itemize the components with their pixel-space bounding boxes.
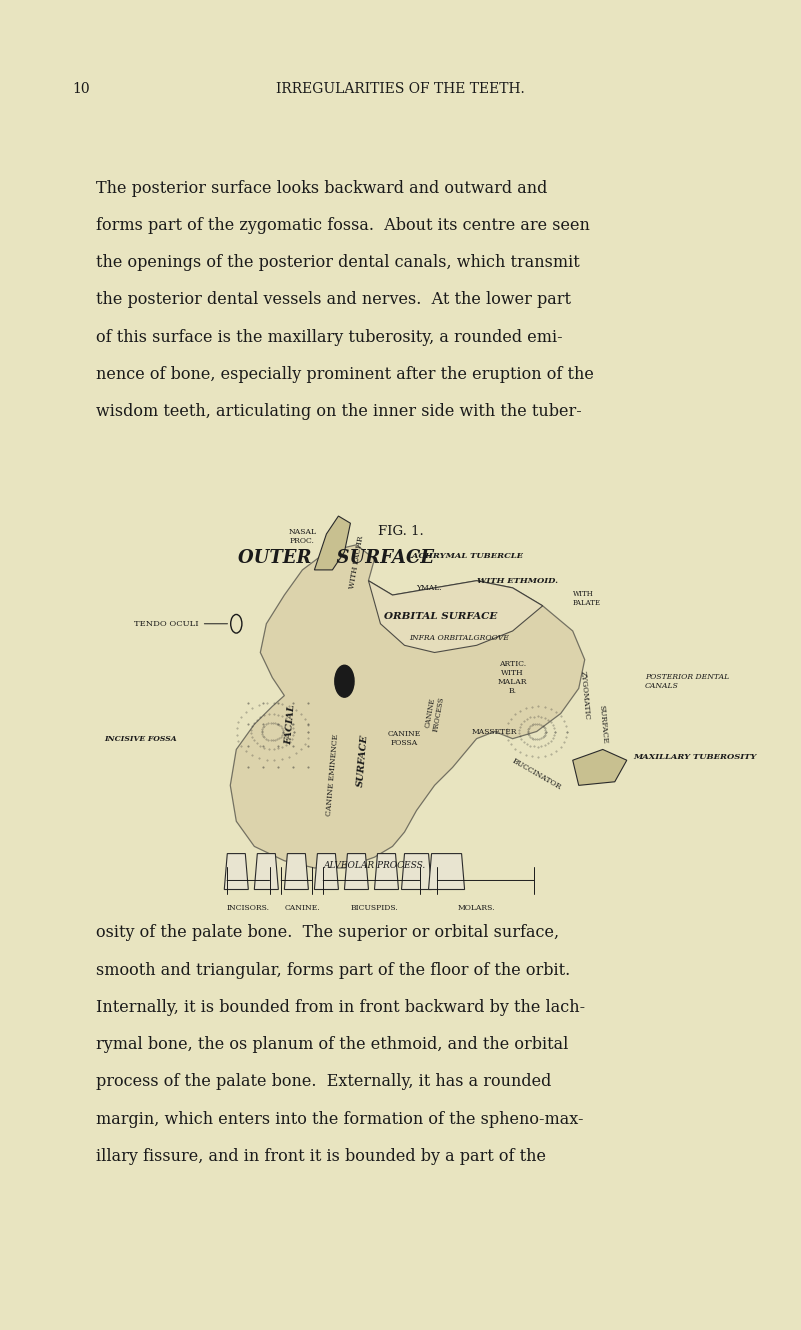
Text: MOLARS.: MOLARS.	[458, 904, 495, 912]
Polygon shape	[344, 854, 368, 890]
Text: INFRA ORBITALGROOVE: INFRA ORBITALGROOVE	[409, 634, 509, 642]
Text: forms part of the zygomatic fossa.  About its centre are seen: forms part of the zygomatic fossa. About…	[96, 217, 590, 234]
Text: BICUSPIDS.: BICUSPIDS.	[351, 904, 398, 912]
Text: ORBITAL SURFACE: ORBITAL SURFACE	[384, 612, 497, 621]
Text: the posterior dental vessels and nerves.  At the lower part: the posterior dental vessels and nerves.…	[96, 291, 571, 309]
Text: FACIAL: FACIAL	[284, 704, 296, 745]
Text: osity of the palate bone.  The superior or orbital surface,: osity of the palate bone. The superior o…	[96, 924, 559, 942]
Text: CANINE
FOSSA: CANINE FOSSA	[388, 730, 421, 747]
Text: smooth and triangular, forms part of the floor of the orbit.: smooth and triangular, forms part of the…	[96, 962, 570, 979]
Text: process of the palate bone.  Externally, it has a rounded: process of the palate bone. Externally, …	[96, 1073, 552, 1091]
Text: INCISIVE FOSSA: INCISIVE FOSSA	[104, 734, 177, 742]
Text: SURFACE: SURFACE	[597, 705, 609, 743]
Polygon shape	[314, 854, 339, 890]
Text: ALVEOLAR PROCESS.: ALVEOLAR PROCESS.	[324, 861, 425, 870]
Text: WITH
PALATE: WITH PALATE	[573, 591, 601, 608]
Text: CANINE.: CANINE.	[284, 904, 320, 912]
Text: YMAL.: YMAL.	[417, 584, 442, 592]
Text: SURFACE: SURFACE	[356, 734, 369, 787]
Polygon shape	[368, 581, 543, 653]
Text: rymal bone, the os planum of the ethmoid, and the orbital: rymal bone, the os planum of the ethmoid…	[96, 1036, 569, 1053]
Text: FIG. 1.: FIG. 1.	[377, 525, 424, 539]
Text: WITH LACHR: WITH LACHR	[348, 536, 365, 589]
Text: The posterior surface looks backward and outward and: The posterior surface looks backward and…	[96, 180, 548, 197]
Text: TENDO OCULI: TENDO OCULI	[135, 620, 227, 628]
Text: INCISORS.: INCISORS.	[227, 904, 270, 912]
Text: OUTER    SURFACE: OUTER SURFACE	[239, 549, 434, 568]
Text: LACHRYMAL TUBERCLE: LACHRYMAL TUBERCLE	[406, 552, 523, 560]
Polygon shape	[231, 545, 585, 868]
Text: Internally, it is bounded from in front backward by the lach-: Internally, it is bounded from in front …	[96, 999, 586, 1016]
Polygon shape	[255, 854, 279, 890]
Polygon shape	[284, 854, 308, 890]
Polygon shape	[374, 854, 399, 890]
Text: NASAL
PROC.: NASAL PROC.	[288, 528, 316, 545]
Text: IRREGULARITIES OF THE TEETH.: IRREGULARITIES OF THE TEETH.	[276, 82, 525, 97]
Text: of this surface is the maxillary tuberosity, a rounded emi-: of this surface is the maxillary tuberos…	[96, 329, 563, 346]
Text: CANINE
PROCESS: CANINE PROCESS	[423, 694, 446, 733]
Polygon shape	[429, 854, 465, 890]
Polygon shape	[573, 750, 627, 785]
Text: 10: 10	[72, 82, 90, 97]
Polygon shape	[224, 854, 248, 890]
Text: CANINE EMINENCE: CANINE EMINENCE	[325, 733, 340, 815]
Polygon shape	[401, 854, 432, 890]
Text: the openings of the posterior dental canals, which transmit: the openings of the posterior dental can…	[96, 254, 580, 271]
Polygon shape	[314, 516, 351, 569]
Text: ZYGOMATIC: ZYGOMATIC	[578, 670, 591, 721]
Text: MASSETER: MASSETER	[472, 728, 517, 735]
Text: BUCCINATOR: BUCCINATOR	[511, 757, 562, 791]
Text: MAXILLARY TUBEROSITY: MAXILLARY TUBEROSITY	[633, 753, 756, 761]
Text: POSTERIOR DENTAL
CANALS: POSTERIOR DENTAL CANALS	[645, 673, 729, 690]
Text: margin, which enters into the formation of the spheno-max-: margin, which enters into the formation …	[96, 1111, 584, 1128]
Text: nence of bone, especially prominent after the eruption of the: nence of bone, especially prominent afte…	[96, 366, 594, 383]
Text: ARTIC.
WITH
MALAR
B.: ARTIC. WITH MALAR B.	[498, 660, 527, 696]
Text: wisdom teeth, articulating on the inner side with the tuber-: wisdom teeth, articulating on the inner …	[96, 403, 582, 420]
Text: WITH ETHMOID.: WITH ETHMOID.	[477, 577, 557, 585]
Circle shape	[335, 665, 354, 697]
Text: illary fissure, and in front it is bounded by a part of the: illary fissure, and in front it is bound…	[96, 1148, 546, 1165]
